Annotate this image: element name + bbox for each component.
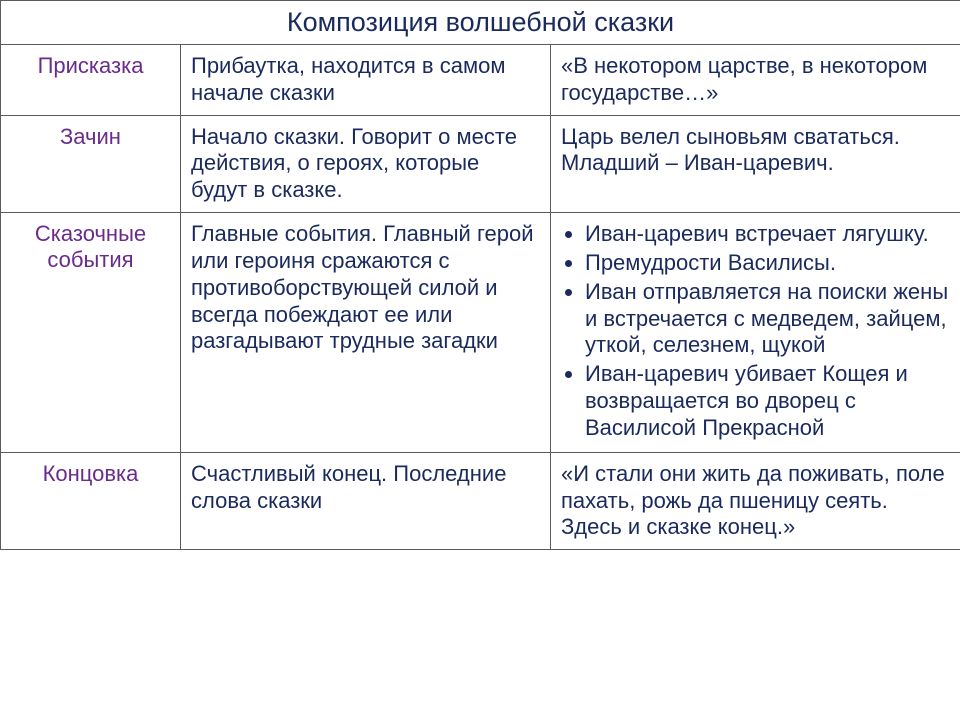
- table-row: Присказка Прибаутка, находится в самом н…: [1, 45, 960, 116]
- term-cell: Присказка: [1, 45, 181, 116]
- table-row: Сказочные события Главные события. Главн…: [1, 213, 960, 453]
- desc-cell: Прибаутка, находится в самом начале сказ…: [181, 45, 551, 116]
- term-cell: Сказочные события: [1, 213, 181, 453]
- example-cell: Иван-царевич встречает лягушку. Премудро…: [551, 213, 960, 453]
- example-cell: «И стали они жить да поживать, поле паха…: [551, 452, 960, 549]
- desc-cell: Начало сказки. Говорит о месте действия,…: [181, 115, 551, 212]
- table-row: Концовка Счастливый конец. Последние сло…: [1, 452, 960, 549]
- example-list: Иван-царевич встречает лягушку. Премудро…: [561, 221, 950, 442]
- list-item: Иван-царевич встречает лягушку.: [585, 221, 950, 248]
- list-item: Премудрости Василисы.: [585, 250, 950, 277]
- composition-table: Композиция волшебной сказки Присказка Пр…: [0, 0, 960, 550]
- term-cell: Концовка: [1, 452, 181, 549]
- table-row: Зачин Начало сказки. Говорит о месте дей…: [1, 115, 960, 212]
- list-item: Иван-царевич убивает Кощея и возвращаетс…: [585, 361, 950, 441]
- term-cell: Зачин: [1, 115, 181, 212]
- example-cell: «В некотором царстве, в некотором госуда…: [551, 45, 960, 116]
- example-cell: Царь велел сыновьям свататься. Младший –…: [551, 115, 960, 212]
- table-title: Композиция волшебной сказки: [1, 1, 960, 45]
- table-header-row: Композиция волшебной сказки: [1, 1, 960, 45]
- list-item: Иван отправляется на поиски жены и встре…: [585, 279, 950, 359]
- desc-cell: Счастливый конец. Последние слова сказки: [181, 452, 551, 549]
- desc-cell: Главные события. Главный герой или герои…: [181, 213, 551, 453]
